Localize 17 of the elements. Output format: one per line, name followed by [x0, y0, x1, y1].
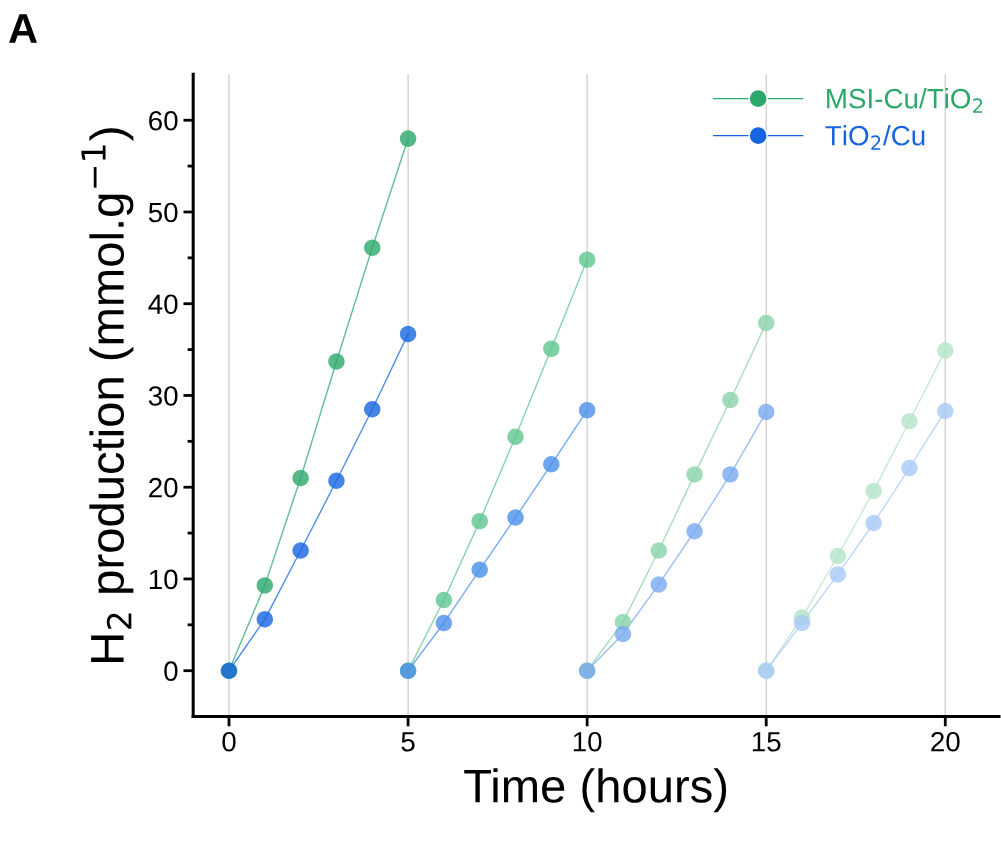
y-tick-label: 60 [149, 110, 178, 131]
y-tick-label: 20 [149, 477, 178, 498]
x-tick-label: 5 [401, 732, 415, 752]
y-tick-label: 30 [148, 386, 178, 406]
x-tick-label: 10 [573, 731, 602, 752]
legend-label: TiO$_{2}$/Cu [825, 125, 925, 150]
y-tick-label: 0 [164, 661, 178, 682]
y-tick-label: 40 [148, 294, 178, 315]
x-axis-title: Time (hours) [464, 768, 727, 813]
x-tick-label: 0 [222, 731, 236, 752]
x-tick-label: 20 [931, 731, 960, 752]
x-tick-label: 15 [752, 732, 781, 752]
y-axis-title: H$_{2}$ production (mmol.g$^{−1}$) [81, 128, 134, 662]
legend-label: MSI-Cu/TiO$_{2}$ [827, 88, 983, 113]
text: A [9, 14, 37, 43]
y-tick-label: 10 [149, 569, 178, 590]
y-tick-label: 50 [148, 202, 178, 223]
